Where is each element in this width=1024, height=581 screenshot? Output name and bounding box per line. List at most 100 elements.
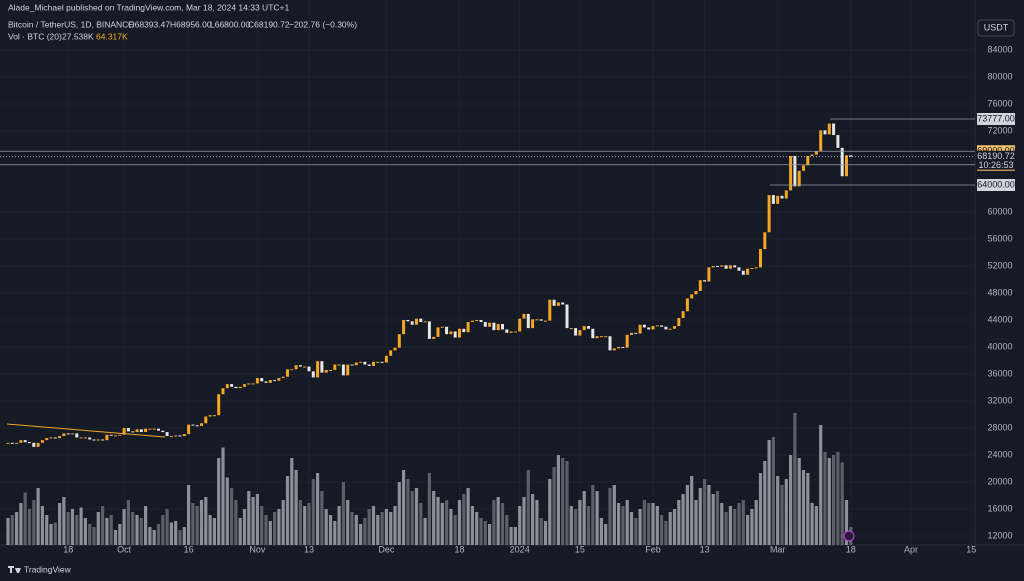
candle-body [432, 336, 436, 339]
volume-bar [518, 506, 522, 545]
candle-body [6, 442, 10, 444]
candle-body [737, 267, 741, 271]
y-tick-label: 84000 [987, 44, 1012, 54]
volume-bar [264, 515, 268, 545]
candle-body [225, 384, 229, 389]
x-tick-label: 15 [575, 544, 585, 554]
volume-bar [453, 515, 457, 545]
x-tick-label: 18 [846, 544, 856, 554]
volume-bar [109, 515, 113, 545]
candle-body [28, 442, 31, 444]
candle-body [539, 319, 543, 321]
y-tick-label: 12000 [987, 530, 1012, 540]
candle-body [681, 311, 685, 318]
y-tick-label: 72000 [987, 125, 1012, 135]
candle-body [625, 334, 629, 348]
volume-bar [346, 500, 350, 545]
candle-body [741, 270, 745, 275]
candle-body [612, 348, 616, 351]
candle-body [62, 433, 66, 437]
volume-bar [337, 506, 341, 545]
volume-bar [715, 491, 720, 545]
volume-bar [414, 488, 419, 545]
candle-body [728, 265, 732, 269]
volume-bar [419, 503, 423, 545]
candle-body [337, 364, 341, 366]
candle-body [449, 331, 453, 335]
candle-body [402, 320, 406, 335]
candle-body [174, 435, 178, 437]
candle-body [195, 425, 199, 427]
volume-bar [660, 515, 664, 545]
volume-bar [432, 491, 436, 545]
last-price: 68190.72 [977, 151, 1015, 161]
volume-bar [311, 479, 315, 545]
volume-bar [324, 509, 328, 545]
volume-bar [402, 470, 406, 545]
volume-bar [475, 512, 479, 545]
candle-body [346, 364, 350, 376]
volume-ma: 27.538K [62, 31, 94, 41]
candle-body [298, 365, 302, 367]
volume-bar [629, 512, 634, 545]
candle-body [221, 388, 225, 395]
volume-bar [341, 482, 345, 545]
candle-body [630, 332, 633, 335]
volume-bar [285, 476, 290, 545]
candle-body [819, 130, 823, 152]
volume-bar [694, 500, 698, 545]
volume-bar [445, 500, 449, 545]
volume-bar [784, 479, 788, 545]
volume-bar [225, 477, 229, 545]
volume-bar [750, 509, 754, 545]
volume-bar [500, 503, 505, 545]
candle-body [591, 328, 595, 339]
candle-body [307, 366, 311, 372]
volume-bar [230, 488, 234, 545]
candle-body [415, 318, 418, 325]
currency-box[interactable] [977, 19, 1015, 37]
volume-bar [685, 485, 689, 545]
event-icon[interactable] [843, 530, 855, 542]
currency[interactable]: USDT [984, 22, 1009, 32]
candle-body [789, 155, 793, 191]
volume-bar [582, 491, 586, 545]
candle-body [139, 429, 143, 433]
candle-body [247, 383, 251, 385]
volume-bar [543, 521, 548, 545]
candle-body [165, 432, 169, 437]
volume-bar [62, 497, 66, 545]
volume-bar [771, 437, 775, 545]
volume-bar [625, 500, 629, 545]
volume-bar [505, 515, 509, 545]
candle-body [118, 434, 122, 436]
volume-bar [397, 482, 401, 545]
volume-bar [79, 507, 83, 545]
candle-body [187, 424, 191, 435]
ohlc-open: O68393.47 [128, 19, 170, 29]
volume-bar [535, 500, 539, 545]
volume-bar [221, 447, 225, 545]
volume-bar [152, 530, 156, 545]
candle-body [698, 280, 702, 291]
volume-bar [539, 518, 543, 545]
candle-body [462, 328, 466, 333]
candle-body [281, 376, 285, 379]
volume-bar [677, 500, 681, 545]
candle-body [122, 428, 126, 435]
candle-body [574, 328, 578, 336]
candle-body [513, 331, 517, 333]
candle-body [135, 429, 139, 433]
volume-title: Vol · BTC (20) [8, 31, 62, 41]
candle-body [488, 322, 492, 327]
candle-body [341, 364, 345, 376]
candle-body [604, 336, 608, 338]
candle-body [617, 347, 621, 349]
candle-body [771, 195, 775, 204]
candle-body [832, 123, 836, 136]
volume-bar [561, 458, 565, 545]
volume-bar [819, 425, 823, 545]
volume-bar [604, 524, 608, 545]
volume-bar [40, 506, 44, 545]
